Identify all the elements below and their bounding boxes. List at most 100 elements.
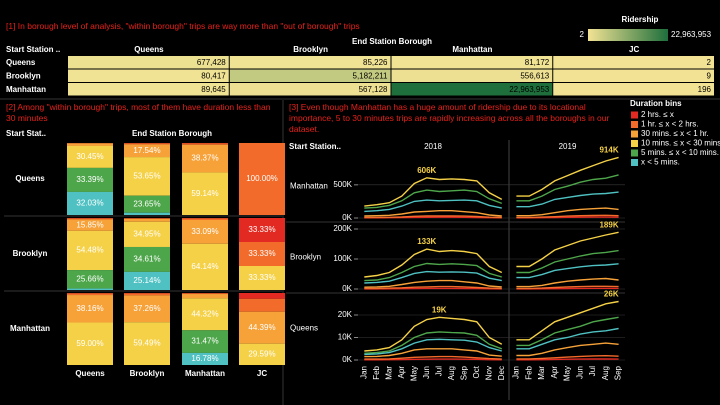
heatmap-cell	[229, 56, 391, 69]
bar-segment	[67, 143, 113, 146]
cell-label: 567,128	[359, 85, 388, 94]
line	[516, 277, 619, 288]
line	[516, 231, 619, 268]
x-tick-label: Jul	[588, 366, 597, 376]
x-tick-label: Feb	[372, 365, 381, 379]
legend-label: 1 hr. ≤ x < 2 hrs.	[641, 120, 699, 129]
y-tick-label: 0K	[342, 355, 352, 364]
heatmap-cell	[229, 69, 391, 82]
segment-label: 33.33%	[248, 249, 275, 258]
segment-label: 59.00%	[76, 339, 103, 348]
x-tick-label: Mar	[384, 366, 393, 380]
cell-label: 81,172	[525, 58, 550, 67]
bar-segment	[239, 143, 285, 215]
bar-segment	[67, 167, 113, 192]
cell-label: 89,645	[201, 85, 226, 94]
bar-segment	[124, 271, 170, 290]
x-tick-label: Nov	[484, 366, 493, 380]
x-tick-label: Apr	[550, 366, 559, 379]
bar-segment	[124, 218, 170, 222]
bar-segment	[124, 221, 170, 247]
column-label: JC	[257, 369, 267, 378]
bar-segment	[182, 218, 228, 220]
line	[516, 156, 619, 197]
x-tick-label: Sep	[459, 365, 468, 380]
bar-segment	[239, 311, 285, 344]
bar-segment	[124, 218, 170, 219]
x-tick-label: Jan	[511, 366, 520, 379]
peak-label: 133K	[417, 237, 436, 246]
row-header: Start Station..	[289, 142, 341, 151]
line	[364, 270, 502, 284]
legend-max: 22,963,953	[671, 30, 712, 39]
legend-gradient	[588, 29, 668, 41]
legend-label: 30 mins. ≤ x < 1 hr.	[641, 129, 709, 138]
legend-label: 10 mins. ≤ x < 30 mins.	[641, 139, 720, 148]
heatmap-cell	[391, 56, 553, 69]
bar-segment	[124, 144, 170, 158]
heatmap-cell	[553, 83, 714, 96]
peak-label: 189K	[599, 220, 618, 229]
row-label: Manhattan	[10, 324, 50, 333]
x-tick-label: Jun	[575, 366, 584, 379]
segment-label: 15.85%	[76, 220, 103, 229]
bar-segment	[124, 246, 170, 272]
panel-title: [3] Even though Manhattan has a huge amo…	[289, 102, 610, 134]
bar-segment	[67, 295, 113, 323]
segment-label: 38.37%	[191, 154, 218, 163]
segment-label: 37.26%	[133, 304, 160, 313]
line	[516, 207, 619, 217]
heatmap-cell	[68, 69, 229, 82]
heatmap-cell	[391, 69, 553, 82]
line	[516, 300, 619, 341]
heatmap-cell	[553, 69, 714, 82]
column-label: Manhattan	[452, 45, 492, 54]
y-tick-label: 10K	[338, 333, 353, 342]
y-tick-label: 0K	[342, 213, 352, 222]
panel-title: [1] In borough level of analysis, "withi…	[6, 21, 360, 31]
bar-segment	[182, 294, 228, 299]
legend-title: Ridership	[622, 15, 659, 24]
legend-swatch	[631, 149, 638, 157]
bar-segment	[67, 288, 113, 290]
legend-swatch	[631, 140, 638, 147]
heatmap-cell	[391, 83, 553, 96]
column-label: Manhattan	[185, 369, 225, 378]
cell-label: 196	[698, 85, 712, 94]
bar-segment	[182, 172, 228, 215]
cell-label: 80,417	[201, 71, 226, 80]
bar-segment	[182, 298, 228, 331]
line	[516, 263, 619, 279]
segment-label: 44.32%	[191, 309, 218, 318]
bar-segment	[239, 265, 285, 290]
segment-label: 29.59%	[248, 349, 275, 358]
segment-label: 59.49%	[133, 339, 160, 348]
bar-segment	[67, 230, 113, 271]
cell-label: 9	[707, 71, 712, 80]
row-label: Brooklyn	[290, 253, 321, 262]
line	[364, 248, 503, 278]
segment-label: 53.65%	[133, 171, 160, 180]
x-tick-label: Feb	[524, 365, 533, 379]
segment-label: 25.66%	[76, 274, 103, 283]
cell-label: 556,613	[520, 71, 549, 80]
cell-label: 2	[707, 58, 712, 67]
x-tick-label: May	[563, 366, 572, 381]
x-tick-label: Aug	[447, 366, 456, 380]
row-label: Queens	[290, 324, 318, 333]
cell-label: 5,182,211	[353, 71, 389, 80]
legend-swatch	[631, 130, 638, 138]
bar-segment	[182, 330, 228, 353]
bar-segment	[182, 219, 228, 244]
row-label: Manhattan	[290, 182, 328, 191]
line	[516, 191, 619, 208]
segment-label: 32.03%	[76, 199, 103, 208]
legend-label: 2 hrs. ≤ x	[641, 110, 674, 119]
line	[364, 285, 502, 290]
row-label: Queens	[15, 174, 45, 183]
line	[364, 338, 502, 356]
bar-segment	[124, 143, 170, 145]
line	[516, 354, 619, 360]
segment-label: 33.39%	[76, 175, 103, 184]
segment-label: 100.00%	[246, 174, 278, 183]
